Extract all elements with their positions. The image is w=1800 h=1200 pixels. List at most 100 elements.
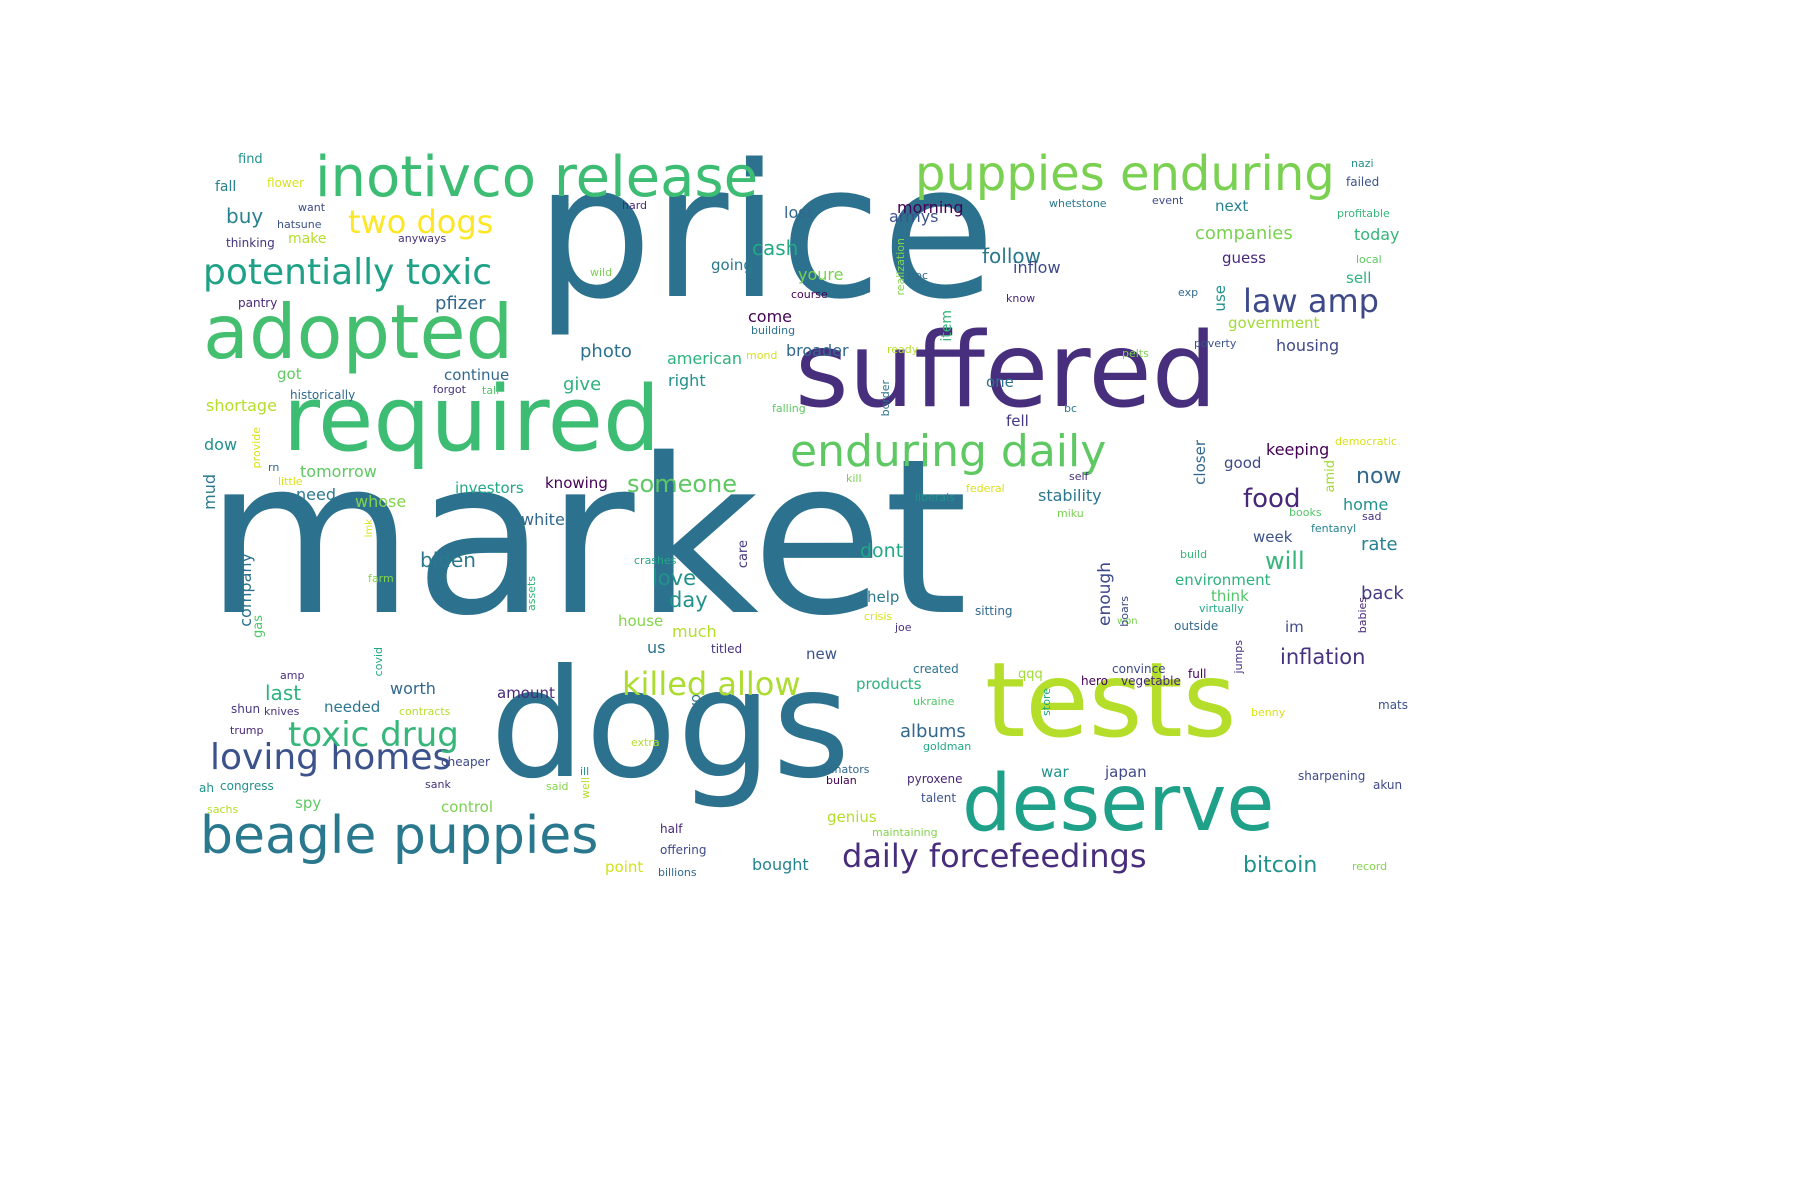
word-books: books <box>1289 506 1322 519</box>
word-benny: benny <box>1251 706 1286 719</box>
word-someone: someone <box>627 470 737 498</box>
word-im: im <box>1285 618 1304 636</box>
word-pfizer: pfizer <box>435 293 486 314</box>
word-crisis: crisis <box>864 610 893 623</box>
word-lost: lost <box>784 203 813 222</box>
word-worth: worth <box>390 679 436 698</box>
word-mond: mond <box>746 349 778 362</box>
word-loving-homes: loving homes <box>210 737 452 778</box>
word-crashes: crashes <box>634 554 677 567</box>
word-ah: ah <box>199 781 214 795</box>
word-love: love <box>652 566 697 590</box>
word-give: give <box>563 374 602 395</box>
word-much: much <box>672 622 717 641</box>
word-next: next <box>1215 197 1249 215</box>
word-toxic-drug: toxic drug <box>288 715 459 755</box>
word-needed: needed <box>324 698 381 716</box>
word-now: now <box>1356 464 1402 489</box>
word-bitcoin: bitcoin <box>1243 853 1318 878</box>
word-broader: broader <box>786 341 849 360</box>
word-gas: gas <box>251 615 266 638</box>
word-said: said <box>546 780 569 793</box>
word-profitable: profitable <box>1337 207 1390 220</box>
word-extra: extra <box>631 736 660 749</box>
word-bulan: bulan <box>826 774 857 787</box>
word-trump: trump <box>230 724 264 737</box>
word-boars: boars <box>1118 596 1131 627</box>
word-maintaining: maintaining <box>872 826 938 839</box>
word-sharpening: sharpening <box>1298 769 1366 783</box>
word-think: think <box>1211 587 1249 605</box>
word-dow: dow <box>204 435 238 454</box>
word-follow: follow <box>982 244 1041 268</box>
word-day: day <box>669 588 708 612</box>
word-good: good <box>1224 454 1262 472</box>
word-anyways: anyways <box>398 232 447 245</box>
word-babies: babies <box>1356 597 1369 634</box>
word-fentanyl: fentanyl <box>1311 522 1357 535</box>
word-products: products <box>856 675 922 693</box>
word-going: going <box>711 256 753 274</box>
word-inflow: inflow <box>1013 258 1061 277</box>
word-enough: enough <box>1095 562 1115 626</box>
word-sank: sank <box>425 778 451 791</box>
word-tests: tests <box>985 641 1237 761</box>
word-white: white <box>521 510 565 529</box>
word-sell: sell <box>1346 269 1372 287</box>
word-keeping: keeping <box>1266 440 1330 459</box>
word-armys: armys <box>889 207 939 226</box>
word-genius: genius <box>827 808 877 826</box>
word-shun: shun <box>231 702 261 716</box>
word-shortage: shortage <box>206 396 277 415</box>
word-tall: tall <box>482 384 500 397</box>
word-today: today <box>1354 225 1400 244</box>
word-photo: photo <box>580 341 632 362</box>
word-will: will <box>1265 547 1305 575</box>
word-home: home <box>1343 495 1389 514</box>
word-little: little <box>278 475 303 488</box>
word-smfr: smfr <box>806 493 843 512</box>
word-make: make <box>288 231 327 247</box>
word-building: building <box>751 324 796 337</box>
word-created: created <box>913 662 959 676</box>
word-npc: npc <box>908 269 929 282</box>
word-us: us <box>647 638 666 657</box>
word-inotivco-release: inotivco release <box>315 145 759 210</box>
word-wild: wild <box>590 266 613 279</box>
word-federal: federal <box>966 482 1005 495</box>
word-amid: amid <box>1323 460 1338 493</box>
word-exp: exp <box>1178 286 1199 299</box>
word-amp: amp <box>280 669 305 682</box>
word-housing: housing <box>1276 336 1340 355</box>
word-use: use <box>1211 285 1229 312</box>
word-find: find <box>238 152 263 167</box>
word-contracts: contracts <box>399 705 451 718</box>
word-daily-forcefeedings: daily forcefeedings <box>842 837 1147 875</box>
word-come: come <box>748 307 793 326</box>
word-closer: closer <box>1191 440 1209 485</box>
word-lmk: lmk <box>364 519 375 538</box>
word-rate: rate <box>1361 534 1398 555</box>
word-enduring-daily: enduring daily <box>790 426 1107 477</box>
word-item: item <box>939 310 955 342</box>
word-biden: biden <box>420 548 476 572</box>
word-forgot: forgot <box>433 383 466 396</box>
word-adopted: adopted <box>203 288 514 376</box>
word-event: event <box>1152 194 1184 207</box>
word-border: border <box>879 380 892 417</box>
word-food: food <box>1243 484 1301 514</box>
word-hero: hero <box>1081 674 1108 688</box>
word-farm: farm <box>368 572 394 585</box>
word-falling: falling <box>772 402 806 415</box>
word-joe: joe <box>895 621 912 634</box>
word-price: price <box>535 124 996 340</box>
word-last: last <box>265 681 302 705</box>
word-killed-allow: killed allow <box>622 665 801 703</box>
word-billions: billions <box>658 866 697 879</box>
word-miku: miku <box>1057 507 1084 520</box>
word-half: half <box>660 822 683 836</box>
word-market: market <box>205 412 968 663</box>
word-sachs: sachs <box>207 803 239 816</box>
word-knowing: knowing <box>545 474 608 492</box>
